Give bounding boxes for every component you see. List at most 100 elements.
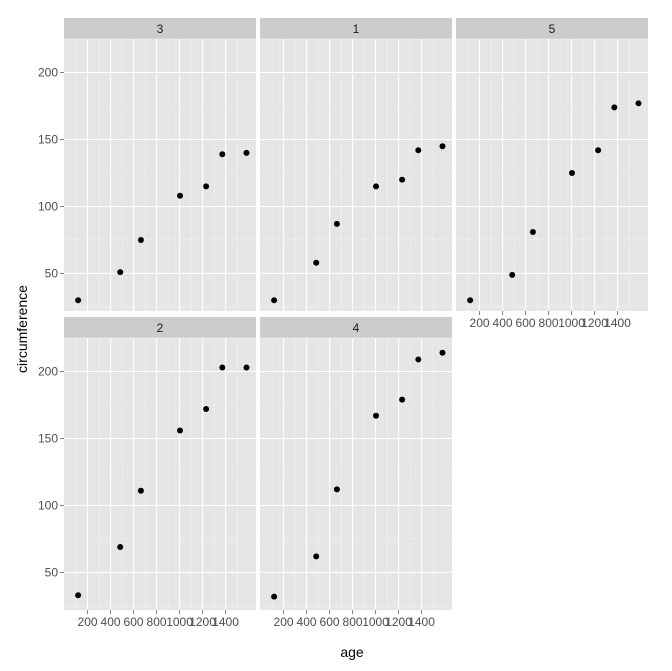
- data-point: [137, 236, 144, 243]
- grid-lines: [260, 38, 452, 311]
- y-tick-label: 100: [38, 498, 58, 512]
- x-tick-label: 1400: [604, 316, 631, 330]
- y-axis-title: circumference: [14, 285, 30, 373]
- data-point: [333, 486, 340, 493]
- data-point: [373, 183, 380, 190]
- data-point: [439, 143, 446, 150]
- data-point: [415, 356, 422, 363]
- grid-lines: [260, 337, 452, 610]
- y-tick-label: 200: [38, 65, 58, 79]
- data-point: [203, 406, 210, 413]
- data-point: [117, 544, 124, 551]
- panel-background: [64, 39, 256, 311]
- data-point: [399, 396, 406, 403]
- x-tick-label: 1400: [212, 615, 239, 629]
- facet-strip-label: 2: [157, 321, 164, 335]
- data-point: [595, 147, 602, 154]
- x-tick-label: 600: [124, 615, 144, 629]
- data-point: [373, 412, 380, 419]
- x-tick-label: 800: [343, 615, 363, 629]
- grid-lines: [64, 337, 256, 610]
- data-point: [529, 228, 536, 235]
- facet-strip-label: 4: [353, 321, 360, 335]
- facet-strip: [64, 18, 256, 39]
- x-tick-label: 800: [539, 316, 559, 330]
- x-tick-label: 1200: [581, 316, 608, 330]
- facet-panel-5: 5: [456, 18, 648, 311]
- data-point: [333, 220, 340, 227]
- panel-background: [260, 338, 452, 610]
- panel-background: [260, 39, 452, 311]
- y-tick-label: 50: [45, 266, 59, 280]
- data-points: [75, 149, 250, 304]
- data-point: [75, 592, 82, 599]
- data-point: [467, 297, 474, 304]
- data-point: [313, 259, 320, 266]
- data-point: [137, 487, 144, 494]
- y-tick-label: 150: [38, 132, 58, 146]
- data-points: [467, 100, 642, 304]
- data-point: [271, 297, 278, 304]
- x-tick-label: 1200: [385, 615, 412, 629]
- x-tick-label: 1400: [408, 615, 435, 629]
- facet-panel-3: 3: [64, 18, 256, 311]
- facet-panel-1: 1: [260, 18, 452, 311]
- data-point: [75, 297, 82, 304]
- x-tick-label: 200: [470, 316, 490, 330]
- y-tick-label: 100: [38, 199, 58, 213]
- y-tick-label: 200: [38, 364, 58, 378]
- data-point: [415, 147, 422, 154]
- x-tick-label: 400: [493, 316, 513, 330]
- facet-strip-label: 3: [157, 22, 164, 36]
- panel-background: [64, 338, 256, 610]
- x-axis-title: age: [340, 644, 364, 660]
- data-point: [509, 271, 516, 278]
- data-point: [243, 364, 250, 371]
- x-tick-label: 800: [147, 615, 167, 629]
- facet-strip-label: 5: [549, 22, 556, 36]
- x-tick-label: 200: [78, 615, 98, 629]
- facet-strip: [260, 317, 452, 338]
- x-tick-label: 600: [320, 615, 340, 629]
- data-points: [75, 364, 250, 599]
- facet-strip: [456, 18, 648, 39]
- data-point: [203, 183, 210, 190]
- data-point: [177, 192, 184, 199]
- panel-background: [456, 39, 648, 311]
- x-tick-label: 400: [101, 615, 121, 629]
- data-point: [219, 151, 226, 158]
- data-point: [117, 269, 124, 276]
- data-point: [271, 593, 278, 600]
- data-point: [611, 104, 618, 111]
- data-point: [177, 427, 184, 434]
- grid-lines: [456, 38, 648, 311]
- x-tick-label: 200: [274, 615, 294, 629]
- x-tick-label: 1000: [362, 615, 389, 629]
- x-tick-label: 1200: [189, 615, 216, 629]
- panels-layer: 3 1 5 2 4: [64, 18, 648, 610]
- x-tick-label: 1000: [166, 615, 193, 629]
- data-points: [271, 349, 446, 600]
- facet-panel-2: 2: [64, 317, 256, 610]
- facet-strip: [64, 317, 256, 338]
- data-point: [243, 149, 250, 156]
- x-tick-label: 400: [297, 615, 317, 629]
- data-point: [635, 100, 642, 107]
- data-point: [569, 169, 576, 176]
- data-point: [399, 176, 406, 183]
- facet-panel-4: 4: [260, 317, 452, 610]
- facet-strip: [260, 18, 452, 39]
- y-tick-label: 150: [38, 431, 58, 445]
- y-tick-label: 50: [45, 565, 59, 579]
- y-axis-layer: 50 100 150 200 50 100 150 200: [38, 65, 64, 579]
- data-point: [313, 553, 320, 560]
- x-tick-label: 1000: [558, 316, 585, 330]
- facet-strip-label: 1: [353, 22, 360, 36]
- data-point: [439, 349, 446, 356]
- data-point: [219, 364, 226, 371]
- grid-lines: [64, 38, 256, 311]
- data-points: [271, 143, 446, 304]
- x-tick-label: 600: [516, 316, 536, 330]
